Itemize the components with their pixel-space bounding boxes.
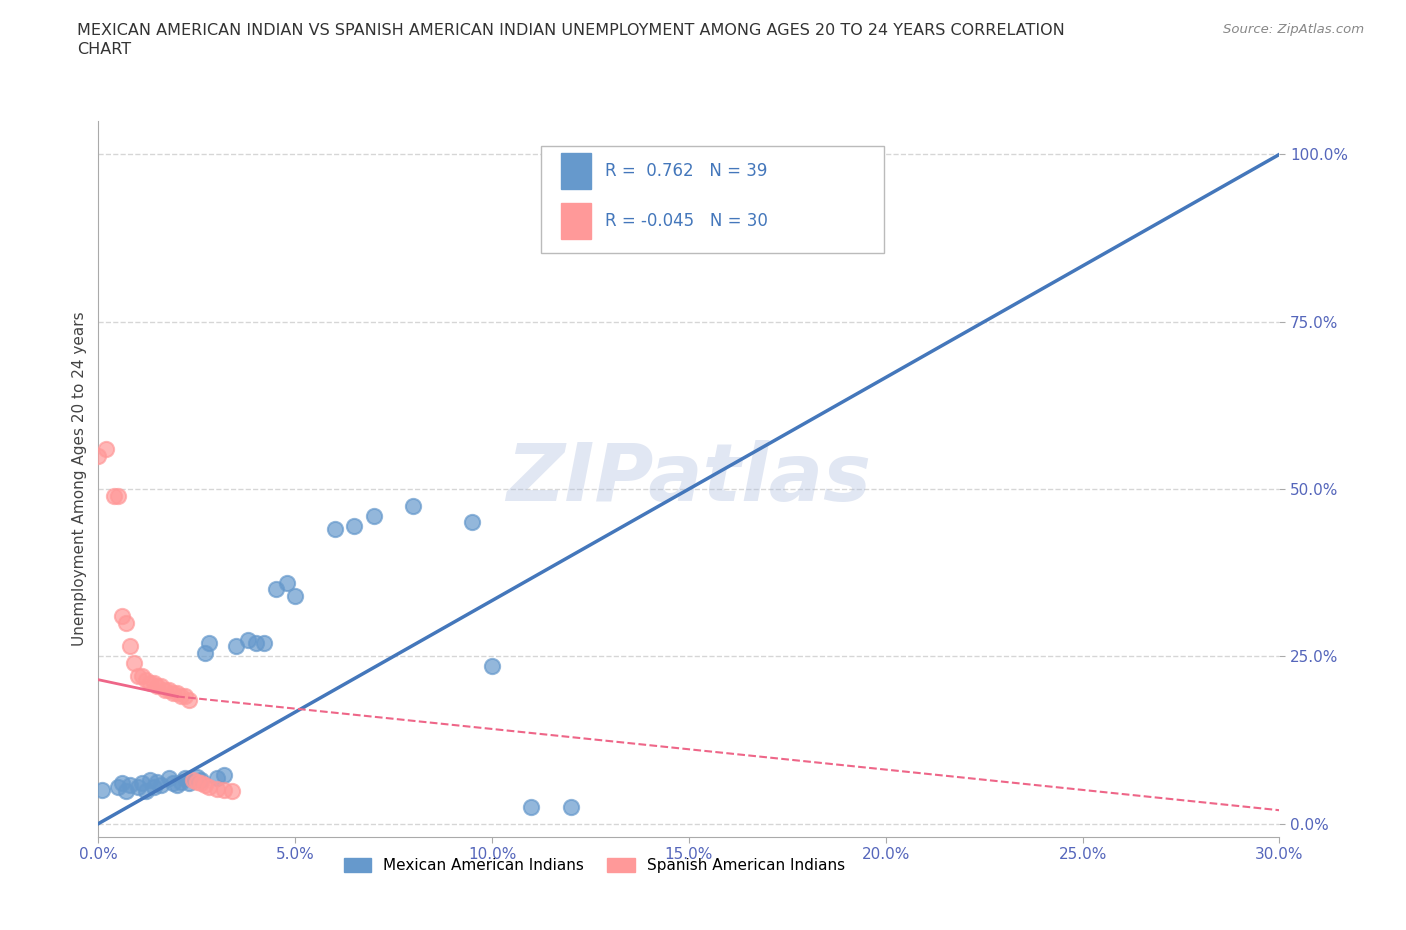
Point xyxy=(520,800,543,815)
Point xyxy=(236,632,259,647)
Point xyxy=(343,518,366,533)
Point xyxy=(135,784,157,799)
Point xyxy=(194,645,217,660)
Point xyxy=(150,777,173,792)
Point xyxy=(96,442,118,457)
Point xyxy=(221,784,243,799)
Point xyxy=(118,777,141,792)
Point xyxy=(127,779,149,794)
Point xyxy=(131,776,153,790)
Point xyxy=(253,635,276,650)
Point xyxy=(111,609,134,624)
Point xyxy=(103,488,125,503)
Point xyxy=(174,771,197,786)
Point xyxy=(276,576,298,591)
Point xyxy=(363,509,385,524)
Point xyxy=(284,589,307,604)
Point xyxy=(225,639,247,654)
Point xyxy=(245,635,267,650)
Point xyxy=(138,773,160,788)
Text: Source: ZipAtlas.com: Source: ZipAtlas.com xyxy=(1223,23,1364,36)
Point xyxy=(111,776,134,790)
Point xyxy=(131,669,153,684)
Point xyxy=(170,689,193,704)
Point xyxy=(157,771,180,786)
Text: R =  0.762   N = 39: R = 0.762 N = 39 xyxy=(605,162,768,180)
Point xyxy=(115,616,138,631)
Point xyxy=(155,683,177,698)
FancyBboxPatch shape xyxy=(541,146,884,253)
Bar xyxy=(561,204,591,239)
Point xyxy=(162,685,184,700)
Point xyxy=(186,775,208,790)
Point xyxy=(115,784,138,799)
Point xyxy=(127,669,149,684)
Point xyxy=(197,635,219,650)
Point xyxy=(118,639,141,654)
Point xyxy=(461,515,484,530)
Bar xyxy=(561,153,591,189)
Point xyxy=(170,775,193,790)
Y-axis label: Unemployment Among Ages 20 to 24 years: Unemployment Among Ages 20 to 24 years xyxy=(72,312,87,646)
Point xyxy=(205,771,228,786)
Point xyxy=(205,781,228,796)
Point xyxy=(174,689,197,704)
Point xyxy=(402,498,425,513)
Point xyxy=(138,675,160,690)
Point xyxy=(190,773,212,788)
Point xyxy=(197,779,219,794)
Text: ZIPatlas: ZIPatlas xyxy=(506,440,872,518)
Point xyxy=(166,685,188,700)
Point xyxy=(135,672,157,687)
Point xyxy=(150,679,173,694)
Point xyxy=(323,522,346,537)
Point xyxy=(214,768,236,783)
Point xyxy=(157,683,180,698)
Text: CHART: CHART xyxy=(77,42,131,57)
Point xyxy=(91,783,114,798)
Point xyxy=(186,769,208,784)
Point xyxy=(87,448,110,463)
Text: R = -0.045   N = 30: R = -0.045 N = 30 xyxy=(605,212,768,230)
Point xyxy=(560,800,582,815)
Text: MEXICAN AMERICAN INDIAN VS SPANISH AMERICAN INDIAN UNEMPLOYMENT AMONG AGES 20 TO: MEXICAN AMERICAN INDIAN VS SPANISH AMERI… xyxy=(77,23,1066,38)
Point xyxy=(107,779,129,794)
Point xyxy=(142,779,165,794)
Point xyxy=(177,692,200,707)
Point xyxy=(142,675,165,690)
Point xyxy=(177,776,200,790)
Point xyxy=(146,679,169,694)
Point xyxy=(122,656,145,671)
Point xyxy=(107,488,129,503)
Point xyxy=(194,777,217,792)
Point xyxy=(162,776,184,790)
Point xyxy=(214,783,236,798)
Point xyxy=(166,777,188,792)
Point xyxy=(481,658,503,673)
Point xyxy=(190,776,212,790)
Point xyxy=(181,773,204,788)
Legend: Mexican American Indians, Spanish American Indians: Mexican American Indians, Spanish Americ… xyxy=(337,852,851,880)
Point xyxy=(264,582,287,597)
Point xyxy=(146,775,169,790)
